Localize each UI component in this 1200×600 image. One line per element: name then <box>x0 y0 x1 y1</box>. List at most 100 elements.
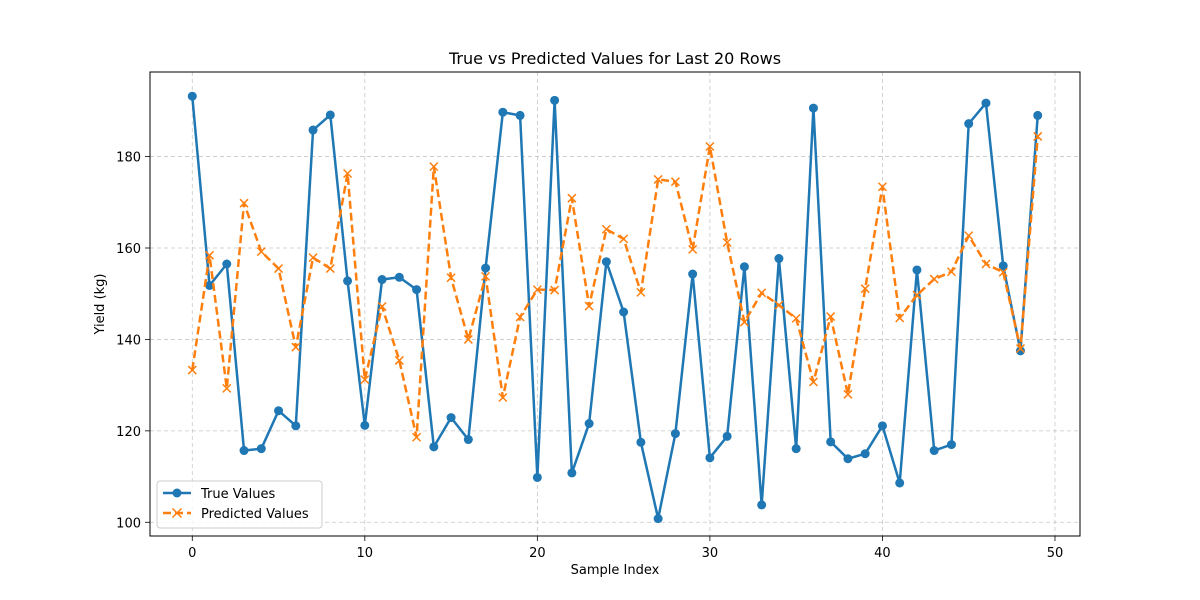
true-values-point <box>291 421 301 431</box>
predicted-values-point <box>360 375 370 385</box>
predicted-values-point <box>550 285 560 295</box>
true-values-point <box>808 103 818 113</box>
predicted-values-point <box>187 365 197 375</box>
predicted-values-point <box>498 392 508 403</box>
true-values-point <box>584 419 594 429</box>
predicted-values-point <box>515 312 525 322</box>
true-values-point <box>964 119 974 129</box>
x-tick-label: 10 <box>357 546 374 561</box>
x-tick-label: 50 <box>1047 546 1064 561</box>
true-values-point <box>239 446 249 456</box>
true-values-point <box>394 272 404 282</box>
legend-true-values-label: True Values <box>200 487 275 502</box>
chart-title: True vs Predicted Values for Last 20 Row… <box>448 49 781 68</box>
legend-predicted-values-label: Predicted Values <box>201 507 309 522</box>
predicted-values-point <box>446 273 456 283</box>
true-values-point <box>670 429 680 439</box>
true-values-point <box>998 261 1008 271</box>
predicted-values-point <box>705 141 715 152</box>
predicted-values-point <box>946 267 956 277</box>
predicted-values-point <box>757 288 767 298</box>
true-values-point <box>360 420 370 430</box>
true-values-point <box>688 269 698 279</box>
true-values-point <box>1033 110 1043 120</box>
true-values-point <box>860 449 870 459</box>
predicted-values-point <box>394 355 404 365</box>
true-values-point <box>567 468 577 478</box>
predicted-values-point <box>981 259 991 269</box>
predicted-values-point <box>291 342 301 352</box>
predicted-values-point <box>636 287 646 297</box>
predicted-values-series-line <box>191 136 1039 439</box>
true-values-point <box>653 514 663 524</box>
predicted-values-point <box>774 300 784 310</box>
true-values-point <box>429 442 439 452</box>
predicted-values-point <box>619 234 629 244</box>
true-values-point <box>256 444 266 454</box>
predicted-values-point <box>308 253 318 263</box>
y-tick-label: 180 <box>116 151 141 166</box>
predicted-values-point <box>239 198 249 208</box>
x-tick-label: 20 <box>529 546 546 561</box>
true-values-point <box>343 276 353 286</box>
true-values-point <box>619 307 629 317</box>
true-values-point <box>446 413 456 423</box>
predicted-values-point <box>377 301 387 312</box>
predicted-values-point <box>567 193 577 203</box>
true-values-point <box>205 280 215 290</box>
predicted-values-point <box>222 383 232 393</box>
y-tick-label: 140 <box>116 333 141 348</box>
true-values-point <box>791 444 801 454</box>
predicted-values-point <box>274 264 284 274</box>
true-values-point <box>722 431 732 441</box>
predicted-values-point <box>412 432 422 442</box>
true-values-point <box>481 263 491 273</box>
true-values-point <box>377 275 387 285</box>
legend-true-values-marker <box>172 488 182 498</box>
true-values-point <box>463 435 473 445</box>
true-values-point <box>187 91 197 101</box>
y-axis-label: Yield (kg) <box>93 273 108 335</box>
y-tick-label: 120 <box>116 425 141 440</box>
predicted-values-point <box>688 244 698 254</box>
true-values-point <box>895 478 905 488</box>
predicted-values-point <box>463 334 473 344</box>
true-values-point <box>412 285 422 295</box>
predicted-values-point <box>325 264 335 274</box>
predicted-values-point <box>791 313 801 323</box>
legend-predicted-values-marker <box>171 507 183 519</box>
predicted-values-point <box>912 290 922 300</box>
y-tick-label: 100 <box>116 516 141 531</box>
predicted-values-point <box>601 224 611 234</box>
predicted-values-point <box>670 177 680 187</box>
predicted-values-point <box>653 174 663 184</box>
predicted-values-point <box>1033 131 1043 141</box>
predicted-values-point <box>256 247 266 257</box>
true-values-point <box>636 437 646 447</box>
legend: True Values Predicted Values <box>156 480 323 529</box>
predicted-values-point <box>584 301 594 311</box>
true-values-point <box>946 440 956 450</box>
true-values-point <box>498 107 508 117</box>
y-tick-label: 160 <box>116 242 141 257</box>
x-tick-label: 40 <box>874 546 891 561</box>
predicted-values-point <box>826 312 836 322</box>
true-values-point <box>929 446 939 456</box>
predicted-values-point <box>739 317 749 327</box>
true-values-series-line <box>191 96 1039 520</box>
predicted-values-point <box>998 267 1008 277</box>
true-values-point <box>308 125 318 135</box>
plot-frame <box>149 71 1081 537</box>
predicted-values-point <box>481 271 491 281</box>
predicted-values-point <box>860 284 870 294</box>
predicted-values-point <box>843 389 853 399</box>
x-tick-label: 0 <box>188 546 196 561</box>
true-values-point <box>739 262 749 272</box>
predicted-values-point <box>722 237 732 248</box>
true-values-point <box>774 254 784 264</box>
predicted-values-point <box>929 274 939 284</box>
true-values-point <box>826 437 836 447</box>
true-values-point <box>222 259 232 269</box>
predicted-values-point <box>204 250 215 260</box>
